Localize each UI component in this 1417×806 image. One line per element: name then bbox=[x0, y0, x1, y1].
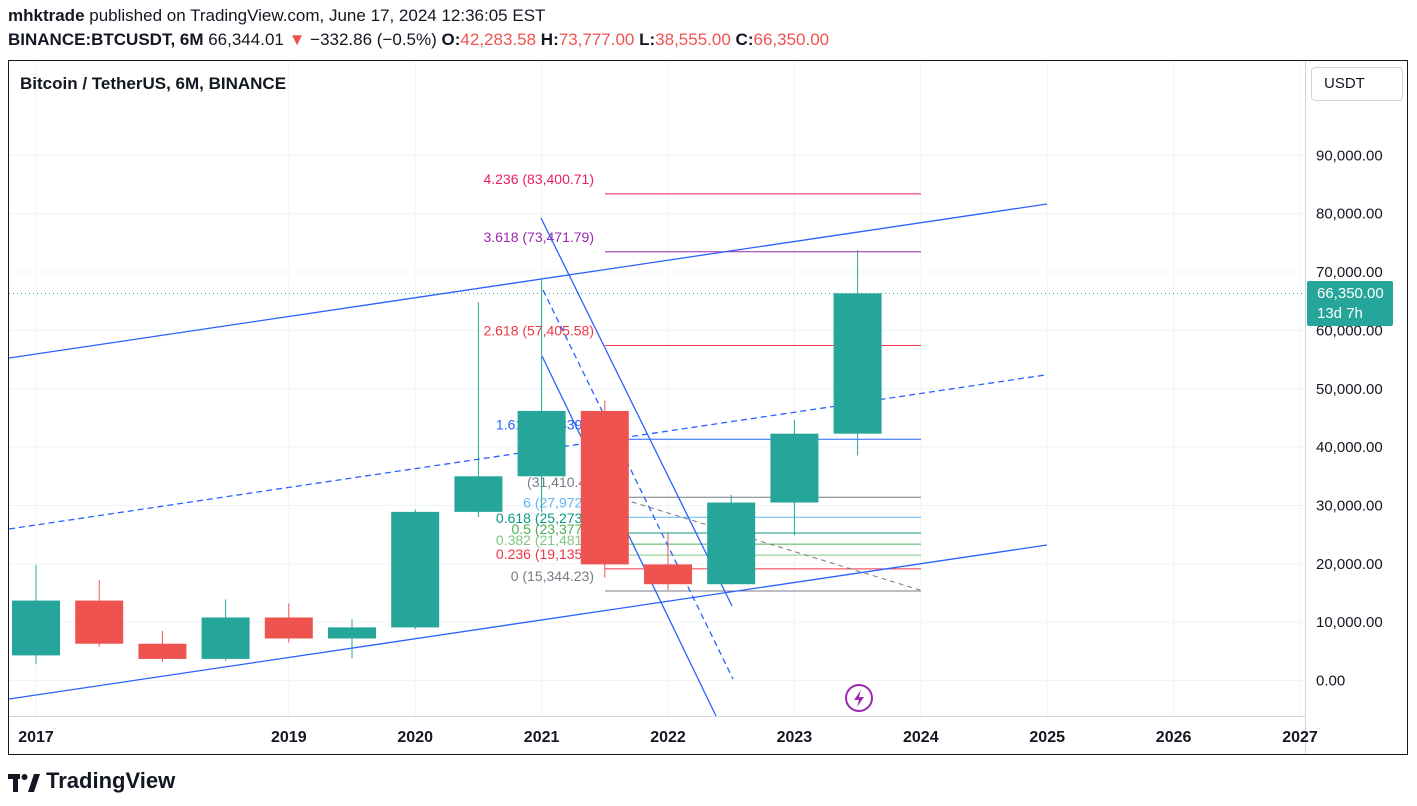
fib-level-label: 0.618 (25,273.1 bbox=[496, 510, 594, 526]
candle-body bbox=[75, 600, 124, 644]
fib-level-label: 4.236 (83,400.71) bbox=[483, 171, 594, 187]
bar-countdown: 13d 7h bbox=[1317, 305, 1363, 322]
y-tick-label: 10,000.00 bbox=[1316, 614, 1383, 631]
down-channel-line-2 bbox=[541, 355, 717, 717]
fib-level-label: 3.618 (73,471.79) bbox=[483, 229, 594, 245]
price-change: −332.86 (−0.5%) bbox=[305, 30, 437, 49]
symbol-ohlc-line: BINANCE:BTCUSDT, 6M 66,344.01 ▼ −332.86 … bbox=[8, 30, 829, 50]
x-tick-label: 2024 bbox=[903, 729, 939, 746]
fib-level-label: 6 (27,972.2 bbox=[523, 494, 594, 510]
x-tick-label: 2027 bbox=[1282, 729, 1318, 746]
y-tick-label: 20,000.00 bbox=[1316, 556, 1383, 573]
candle-body bbox=[391, 511, 440, 628]
fib-extension: 4.236 (83,400.71) 3.618 (73,471.79) 2.618 … bbox=[483, 171, 921, 592]
x-tick-label: 2017 bbox=[18, 729, 54, 746]
fib-level-label: 0.5 (23,377.3 bbox=[511, 521, 594, 537]
candle-body bbox=[454, 476, 503, 512]
candle-body bbox=[770, 433, 819, 503]
high-label: H: bbox=[540, 30, 559, 49]
candle-body bbox=[264, 617, 313, 639]
down-channel-line-1 bbox=[540, 217, 733, 607]
fib-level-label: 2.618 (57,405.58) bbox=[483, 323, 594, 339]
x-tick-label: 2020 bbox=[397, 729, 433, 746]
candle-body bbox=[12, 600, 60, 656]
y-tick-label: 0.00 bbox=[1316, 673, 1345, 690]
down-arrow-icon: ▼ bbox=[283, 30, 306, 49]
last-price: 66,344.01 bbox=[203, 30, 284, 49]
x-tick-label: 2026 bbox=[1156, 729, 1192, 746]
x-tick-label: 2023 bbox=[777, 729, 813, 746]
close-label: C: bbox=[735, 30, 754, 49]
chart-frame bbox=[8, 60, 1408, 755]
price-axis: 90,000.00 80,000.00 70,000.00 60,000.00 50,0… bbox=[1305, 61, 1383, 754]
candles bbox=[9, 250, 1305, 712]
tradingview-logo[interactable]: TradingView bbox=[8, 768, 175, 794]
y-tick-label: 80,000.00 bbox=[1316, 206, 1383, 223]
fib-trend-line bbox=[605, 493, 921, 591]
published-text: published on TradingView.com, June 17, 2… bbox=[84, 6, 546, 25]
open-value: 42,283.58 bbox=[460, 30, 537, 49]
publish-info: mhktrade published on TradingView.com, J… bbox=[8, 6, 545, 26]
fib-level-label: 0.382 (21,481.5 bbox=[496, 532, 594, 548]
last-price-tag: 66,350.00 13d 7h bbox=[1307, 281, 1393, 326]
candle-body bbox=[328, 627, 376, 639]
open-label: O: bbox=[441, 30, 461, 49]
x-tick-label: 2025 bbox=[1029, 729, 1065, 746]
chart-title: Bitcoin / TetherUS, 6M, BINANCE bbox=[20, 74, 287, 93]
x-tick-label: 2022 bbox=[650, 729, 686, 746]
candle-body bbox=[707, 502, 756, 585]
candle-body bbox=[517, 410, 566, 477]
currency-button[interactable]: USDT bbox=[1311, 67, 1403, 101]
candle-body bbox=[201, 617, 250, 659]
time-axis: 2017 2019 2020 2021 2022 2023 2024 2025 2026 2027 bbox=[9, 716, 1318, 746]
lightning-icon bbox=[845, 684, 873, 712]
candle-body bbox=[833, 293, 882, 434]
low-label: L: bbox=[639, 30, 656, 49]
fib-level-label: 0 (15,344.23) bbox=[511, 568, 594, 584]
publisher-name: mhktrade bbox=[8, 6, 85, 25]
channel-lower-line bbox=[8, 544, 1048, 700]
y-tick-label: 90,000.00 bbox=[1316, 147, 1383, 164]
down-channel-mid-line bbox=[542, 289, 734, 680]
candle-body bbox=[138, 643, 187, 659]
trend-channels bbox=[8, 203, 1048, 717]
fib-level-label: (31,410.49 bbox=[527, 474, 594, 490]
y-tick-label: 30,000.00 bbox=[1316, 497, 1383, 514]
lightning-icon-bolt bbox=[854, 690, 864, 707]
close-value: 66,350.00 bbox=[753, 30, 830, 49]
low-value: 38,555.00 bbox=[655, 30, 731, 49]
x-tick-label: 2019 bbox=[271, 729, 307, 746]
logo-text: TradingView bbox=[46, 768, 176, 793]
grid-lines bbox=[9, 61, 1305, 716]
x-tick-label: 2021 bbox=[524, 729, 560, 746]
channel-upper-line bbox=[8, 203, 1048, 359]
y-tick-label: 50,000.00 bbox=[1316, 381, 1383, 398]
candle-body bbox=[644, 564, 692, 585]
y-tick-label: 40,000.00 bbox=[1316, 439, 1383, 456]
tradingview-logo-icon bbox=[8, 772, 40, 792]
high-value: 73,777.00 bbox=[558, 30, 635, 49]
y-tick-label: 70,000.00 bbox=[1316, 264, 1383, 281]
symbol-label: BINANCE:BTCUSDT, 6M bbox=[8, 30, 204, 49]
candle-body bbox=[580, 410, 629, 565]
last-price-value: 66,350.00 bbox=[1317, 285, 1384, 302]
fib-level-label: 0.236 (19,135.8 bbox=[496, 546, 594, 562]
y-tick-label: 60,000.00 bbox=[1316, 322, 1383, 339]
